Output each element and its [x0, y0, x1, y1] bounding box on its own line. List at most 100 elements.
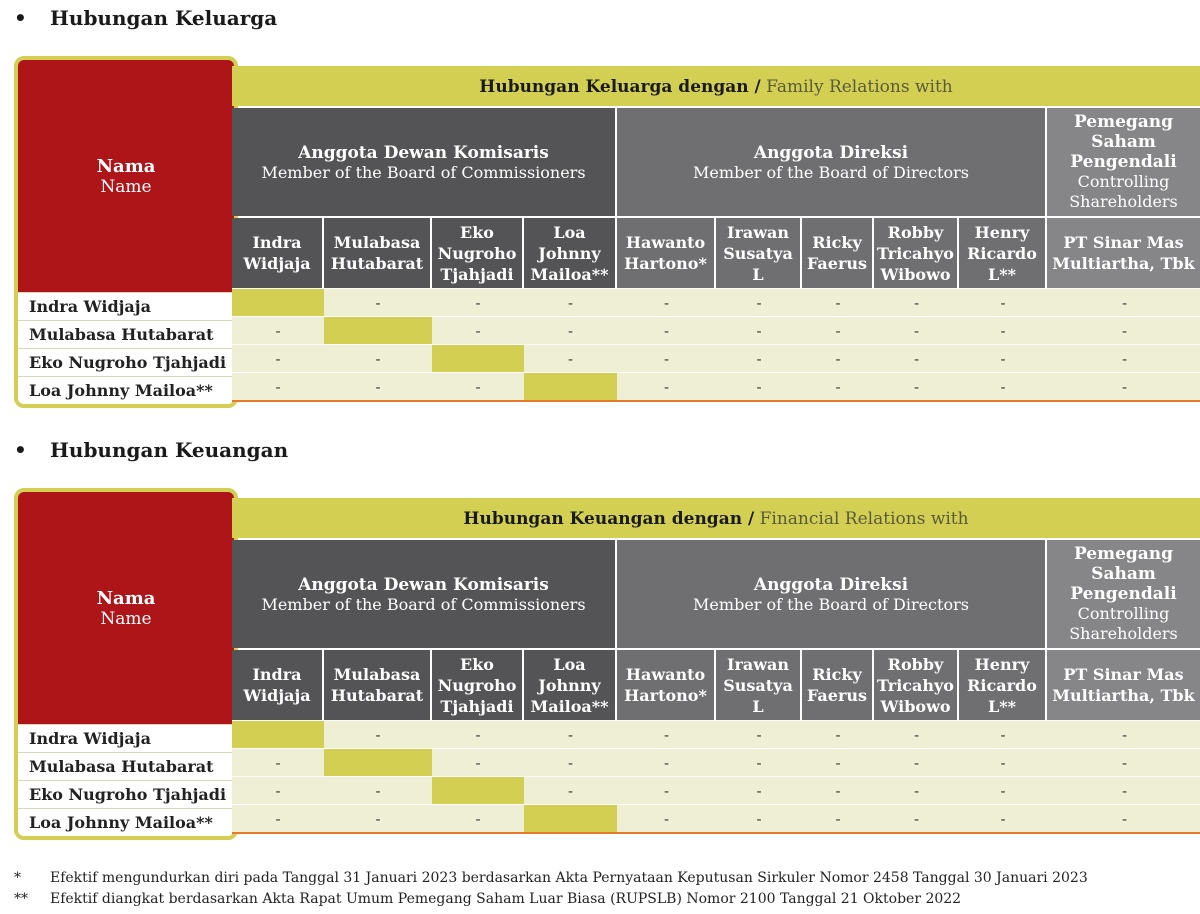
relation-cell: -	[959, 776, 1047, 804]
bullet-icon: •	[14, 6, 27, 30]
relation-cell: -	[232, 372, 324, 400]
relation-cell: -	[959, 720, 1047, 748]
relation-value: -	[1000, 810, 1006, 828]
group-header-normal: Member of the Board of Directors	[693, 594, 969, 614]
column-header: Eko Nugroho Tjahjadi	[432, 218, 522, 288]
relation-cell: -	[802, 720, 874, 748]
relation-value: -	[475, 322, 481, 340]
name-header-bold: Nama	[96, 155, 156, 177]
self-cell	[324, 316, 432, 344]
relations-table: Nama Name Indra Widjaja Mulabasa Hutabarat E…	[14, 56, 1200, 416]
group-header-normal: Member of the Board of Directors	[693, 162, 969, 182]
relation-cell: -	[1047, 344, 1200, 372]
relation-value: -	[1121, 294, 1128, 312]
self-cell	[432, 344, 524, 372]
footnote-text: Efektif diangkat berdasarkan Akta Rapat …	[50, 891, 962, 907]
relation-value: -	[913, 782, 920, 800]
relation-cell: -	[524, 288, 617, 316]
relations-table: Nama Name Indra Widjaja Mulabasa Hutabarat E…	[14, 488, 1200, 848]
relation-value: -	[663, 294, 670, 312]
column-header-text: Indra Widjaja	[243, 233, 311, 273]
relation-value: -	[913, 322, 920, 340]
relation-value: -	[475, 754, 481, 772]
footnote-mark: *	[14, 870, 21, 886]
column-header: Hawanto Hartono*	[617, 218, 714, 288]
relation-cell: -	[959, 804, 1047, 832]
column-header: Mulabasa Hutabarat	[324, 218, 430, 288]
relation-value: -	[1000, 350, 1006, 368]
relation-value: -	[567, 726, 574, 744]
relation-value: -	[275, 810, 281, 828]
relation-cell: -	[432, 748, 524, 776]
column-header-text: Eko Nugroho Tjahjadi	[437, 222, 517, 284]
row-name: Eko Nugroho Tjahjadi	[18, 348, 234, 376]
group-header-bold: Anggota Direksi	[753, 574, 909, 595]
relation-cell: -	[432, 804, 524, 832]
column-header: Mulabasa Hutabarat	[324, 650, 430, 720]
column-header-text: Ricky Faerus	[806, 665, 868, 705]
footnote: ** Efektif diangkat berdasarkan Akta Rapa…	[14, 891, 961, 907]
column-header-text: Mulabasa Hutabarat	[330, 665, 424, 705]
relation-value: -	[756, 322, 762, 340]
column-header: Indra Widjaja	[232, 218, 322, 288]
relation-value: -	[756, 294, 762, 312]
relation-cell: -	[1047, 372, 1200, 400]
relation-value: -	[1000, 378, 1006, 396]
relation-cell: -	[959, 748, 1047, 776]
relation-cell: -	[802, 776, 874, 804]
relation-value: -	[835, 726, 841, 744]
relation-cell: -	[232, 748, 324, 776]
column-header: Robby Tricahyo Wibowo	[874, 218, 957, 288]
group-header-normal: Controlling Shareholders	[1069, 604, 1178, 643]
relation-cell: -	[802, 344, 874, 372]
relation-value: -	[1000, 754, 1006, 772]
column-header: Indra Widjaja	[232, 650, 322, 720]
relation-cell: -	[874, 288, 959, 316]
relation-cell: -	[324, 720, 432, 748]
self-cell	[232, 288, 324, 316]
section-title: • Hubungan Keuangan	[14, 438, 288, 462]
footnote-text: Efektif mengundurkan diri pada Tanggal 3…	[50, 870, 1088, 886]
column-header: Irawan Susatya L	[716, 218, 800, 288]
relation-cell: -	[802, 372, 874, 400]
group-header-normal: Member of the Board of Commissioners	[261, 162, 586, 182]
column-header-text: Irawan Susatya L	[723, 654, 793, 716]
relation-value: -	[475, 378, 481, 396]
name-column: Nama Name Indra Widjaja Mulabasa Hutabarat E…	[14, 488, 238, 840]
relation-value: -	[913, 726, 920, 744]
column-header-text: PT Sinar Mas Multiartha, Tbk	[1052, 665, 1195, 705]
relation-cell: -	[617, 776, 716, 804]
section-title-text: Hubungan Keuangan	[50, 438, 289, 462]
column-header-text: Robby Tricahyo Wibowo	[877, 654, 954, 716]
relation-cell: -	[617, 372, 716, 400]
column-header: Eko Nugroho Tjahjadi	[432, 650, 522, 720]
relation-cell: -	[524, 344, 617, 372]
relation-cell: -	[324, 804, 432, 832]
relation-cell: -	[802, 804, 874, 832]
column-header-text: Indra Widjaja	[243, 665, 311, 705]
relation-cell: -	[959, 316, 1047, 344]
relation-value: -	[1121, 726, 1128, 744]
group-header-normal: Controlling Shareholders	[1069, 172, 1178, 211]
relation-cell: -	[802, 316, 874, 344]
relation-cell: -	[874, 316, 959, 344]
column-header: Henry Ricardo L**	[959, 650, 1045, 720]
relation-value: -	[567, 350, 574, 368]
group-header: Anggota Dewan Komisaris Member of the Boa…	[232, 540, 615, 648]
relation-value: -	[375, 726, 381, 744]
column-header-text: PT Sinar Mas Multiartha, Tbk	[1052, 233, 1195, 273]
column-header: PT Sinar Mas Multiartha, Tbk	[1047, 218, 1200, 288]
relation-value: -	[1121, 322, 1128, 340]
name-column: Nama Name Indra Widjaja Mulabasa Hutabarat E…	[14, 56, 238, 408]
name-header: Nama Name	[18, 492, 234, 724]
row-name: Mulabasa Hutabarat	[18, 752, 234, 780]
group-header-normal: Member of the Board of Commissioners	[261, 594, 586, 614]
relation-cell: -	[617, 288, 716, 316]
column-header: Ricky Faerus	[802, 650, 872, 720]
relation-value: -	[275, 754, 281, 772]
relation-value: -	[756, 754, 762, 772]
relation-value: -	[475, 810, 481, 828]
group-header: Anggota Dewan Komisaris Member of the Boa…	[232, 108, 615, 216]
relation-cell: -	[716, 344, 802, 372]
relation-cell: -	[617, 344, 716, 372]
